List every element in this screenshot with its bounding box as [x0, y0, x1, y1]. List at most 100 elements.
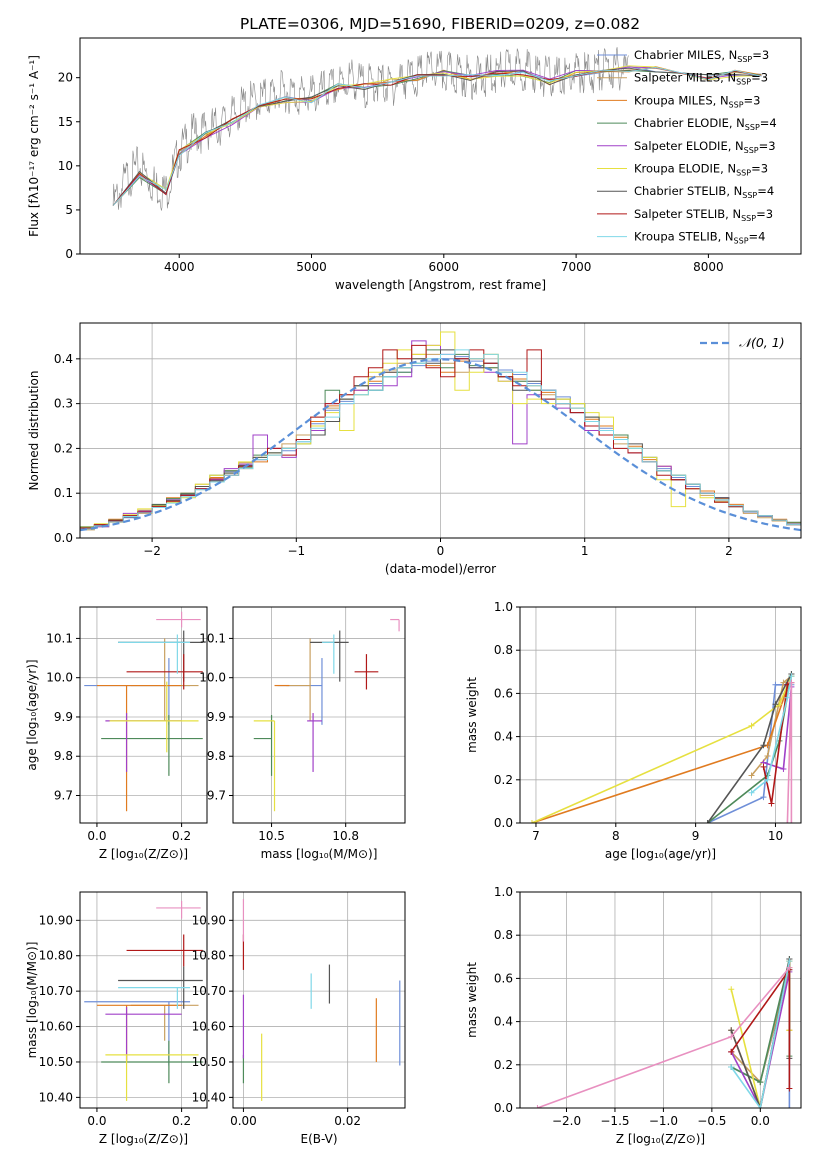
weight-marker-7	[728, 1048, 735, 1055]
y-tick-label: 10.80	[39, 949, 73, 963]
legend-entry-5: Kroupa ELODIE, NSSP=3	[634, 162, 768, 178]
y-tick-label: 0.4	[494, 1015, 513, 1029]
weight-marker-7	[768, 800, 775, 807]
y-tick-label: 0.1	[54, 486, 73, 500]
y-tick-label: 10.60	[39, 1020, 73, 1034]
x-tick-label: 7	[532, 829, 540, 843]
weight-line-1	[750, 675, 792, 777]
x-tick-label: −1.0	[649, 1114, 678, 1128]
plot-area	[253, 618, 400, 812]
y-tick-label: 10.60	[192, 1020, 226, 1034]
x-tick-label: 5000	[296, 260, 327, 274]
x-tick-label: 0.0	[87, 1114, 106, 1128]
panel-mass_weight_vs_age: 7 8 9 10 0.0 0.2 0.4 0.6 0.8 1.0 age [log₁₀(age/yr…	[465, 600, 802, 861]
panel-mass_vs_Z: 0.0 0.2 10.40 10.50 10.60 10.70 10.80 10.90 Z [l…	[25, 891, 208, 1146]
weight-marker-0	[786, 1105, 793, 1108]
plot-area	[84, 611, 203, 812]
weight-marker-4	[780, 766, 787, 772]
x-tick-label: 0	[437, 544, 445, 558]
weight-marker-9	[786, 964, 793, 971]
panel-residuals: −2 −1 0 1 2 0.0 0.1 0.2 0.3 0.4 (data-model)/error…	[27, 322, 802, 576]
weight-marker-6	[704, 820, 711, 823]
y-tick-label: 0.4	[54, 352, 73, 366]
x-tick-label: −2	[143, 544, 161, 558]
y-tick-label: 9.8	[207, 749, 226, 763]
panel-age_vs_Z: 0.0 0.2 9.7 9.8 9.9 10.0 10.1 Z [log₁₀(Z/Z⊙)] ag…	[25, 606, 208, 861]
legend-entry-6: Chabrier STELIB, NSSP=4	[634, 184, 774, 200]
weight-line-6	[706, 673, 793, 823]
y-tick-label: 0.3	[54, 397, 73, 411]
y-tick-label: 10.0	[199, 671, 226, 685]
x-axis-label: Z [log₁₀(Z/Z⊙)]	[616, 1132, 705, 1146]
legend: Chabrier MILES, NSSP=3 Salpeter MILES, NS…	[597, 48, 777, 246]
weight-marker-8	[784, 694, 791, 701]
y-tick-label: 10.40	[39, 1090, 73, 1104]
x-tick-label: 10.5	[258, 829, 285, 843]
weight-marker-3	[757, 1079, 764, 1086]
weight-marker-8	[764, 776, 771, 783]
x-tick-label: −2.0	[552, 1114, 581, 1128]
legend-entry-2: Kroupa MILES, NSSP=3	[634, 93, 760, 109]
y-axis-label: mass weight	[465, 962, 479, 1038]
y-tick-label: 5	[65, 203, 73, 217]
y-tick-label: 0.0	[494, 1101, 513, 1115]
x-tick-label: 0.0	[751, 1114, 770, 1128]
x-tick-label: 10.8	[332, 829, 359, 843]
x-tick-label: 0.2	[172, 829, 191, 843]
y-tick-label: 0.4	[494, 730, 513, 744]
x-tick-label: 7000	[561, 260, 592, 274]
x-axis-label: wavelength [Angstrom, rest frame]	[335, 278, 546, 292]
y-axis-label: mass weight	[465, 677, 479, 753]
y-axis-label: Normed distribution	[27, 371, 41, 491]
y-tick-label: 0	[65, 247, 73, 261]
weight-marker-8	[757, 1105, 764, 1108]
x-tick-label: 8000	[693, 260, 724, 274]
legend-entry-4: Salpeter ELODIE, NSSP=3	[634, 139, 776, 155]
y-tick-label: 20	[58, 71, 73, 85]
x-axis-label: Z [log₁₀(Z/Z⊙)]	[99, 847, 188, 861]
panel-mass_weight_vs_Z: −2.0 −1.5 −1.0 −0.5 0.0 0.0 0.2 0.4 0.6 0.8 1.0 Z […	[465, 885, 802, 1146]
legend-entry-3: Chabrier ELODIE, NSSP=4	[634, 116, 777, 132]
axes-frame	[519, 606, 802, 824]
figure-title: PLATE=0306, MJD=51690, FIBERID=0209, z=0…	[240, 15, 640, 33]
y-tick-label: 10.1	[46, 631, 73, 645]
y-tick-label: 0.6	[494, 686, 513, 700]
weight-line-8	[730, 960, 791, 1108]
weight-marker-7	[760, 763, 767, 770]
plot-area	[80, 331, 801, 538]
weight-marker-8	[728, 1063, 735, 1070]
y-axis-label: mass [log₁₀(M/M⊙)]	[25, 942, 39, 1059]
x-tick-label: 9	[692, 829, 700, 843]
y-tick-label: 0.8	[494, 643, 513, 657]
weight-marker-1	[764, 753, 771, 760]
y-tick-label: 9.7	[54, 789, 73, 803]
legend-entry-normal: 𝒩(0, 1)	[739, 335, 785, 350]
weight-line-2	[531, 675, 793, 823]
y-tick-label: 0.6	[494, 971, 513, 985]
y-tick-label: 10.90	[192, 913, 226, 927]
x-axis-label: age [log₁₀(age/yr)]	[605, 847, 716, 861]
weight-marker-9	[784, 820, 791, 823]
y-tick-label: 10.40	[192, 1090, 226, 1104]
weight-line-5	[531, 675, 793, 823]
weight-marker-6	[760, 742, 767, 749]
plot-area	[534, 955, 793, 1108]
y-tick-label: 9.8	[54, 749, 73, 763]
x-tick-label: −1.5	[600, 1114, 629, 1128]
x-tick-label: −0.5	[697, 1114, 726, 1128]
y-axis-label: age [log₁₀(age/yr)]	[25, 659, 39, 770]
weight-marker-1	[780, 679, 787, 686]
x-tick-label: 4000	[164, 260, 195, 274]
y-tick-label: 9.7	[207, 789, 226, 803]
weight-line-8	[750, 675, 793, 794]
legend-entry-1: Salpeter MILES, NSSP=3	[634, 71, 768, 87]
y-tick-label: 0.2	[494, 1058, 513, 1072]
y-tick-label: 0.2	[54, 441, 73, 455]
axes-frame	[232, 891, 406, 1109]
y-tick-label: 9.9	[207, 710, 226, 724]
y-tick-label: 10.70	[39, 984, 73, 998]
axes-frame	[79, 606, 208, 824]
y-tick-label: 10.50	[39, 1055, 73, 1069]
